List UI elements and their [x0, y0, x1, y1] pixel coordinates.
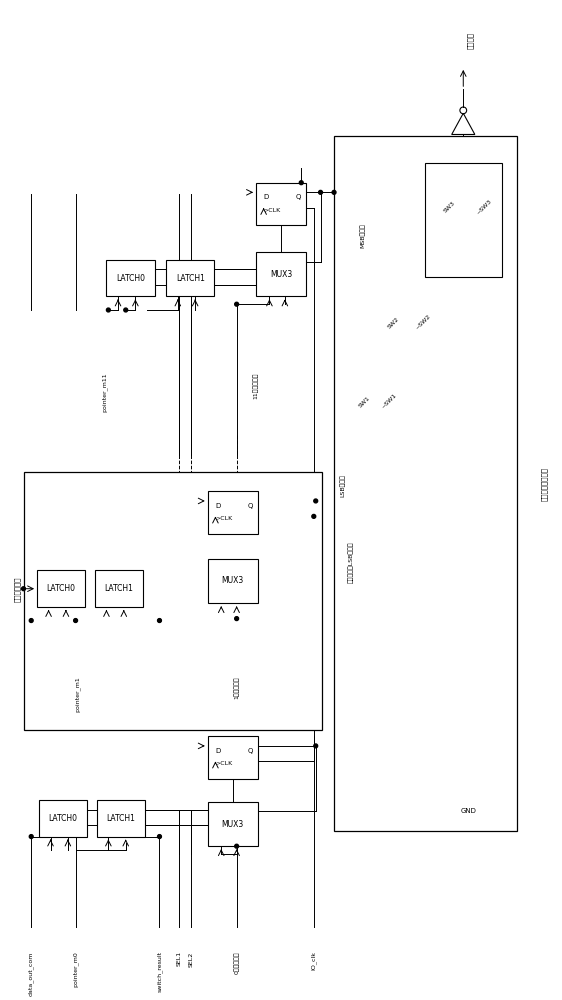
Text: ~SW1: ~SW1 — [380, 393, 397, 410]
Bar — [97, 800, 145, 837]
Text: switch_result: switch_result — [157, 951, 162, 992]
Text: pointer_m0: pointer_m0 — [72, 951, 79, 987]
Bar — [334, 136, 517, 831]
Text: LATCH0: LATCH0 — [47, 584, 76, 593]
Circle shape — [74, 619, 78, 622]
Text: ~SW2: ~SW2 — [414, 314, 432, 331]
Circle shape — [124, 308, 128, 312]
Bar — [208, 736, 258, 779]
Text: ~SW3: ~SW3 — [476, 198, 493, 215]
Circle shape — [235, 302, 238, 306]
Text: LSB输出端: LSB输出端 — [340, 474, 346, 497]
Text: Q: Q — [248, 503, 253, 509]
Circle shape — [314, 744, 318, 748]
Circle shape — [235, 844, 238, 848]
Bar — [256, 252, 306, 296]
Bar — [39, 800, 87, 837]
Circle shape — [300, 181, 303, 185]
Bar — [166, 260, 215, 296]
Bar — [37, 570, 85, 607]
Circle shape — [157, 619, 161, 622]
Text: LATCH1: LATCH1 — [176, 274, 205, 283]
Text: SW3: SW3 — [443, 200, 456, 214]
Bar — [24, 472, 323, 730]
Bar — [208, 559, 258, 603]
Text: D: D — [215, 748, 221, 754]
Text: Q: Q — [248, 748, 253, 754]
Circle shape — [332, 190, 336, 194]
Text: D: D — [264, 194, 269, 200]
Text: 0级比较结果: 0级比较结果 — [234, 951, 239, 974]
Circle shape — [29, 835, 33, 838]
Circle shape — [21, 587, 25, 591]
Circle shape — [235, 617, 238, 621]
Circle shape — [319, 190, 323, 194]
Circle shape — [106, 308, 110, 312]
Text: 级间重复单元: 级间重复单元 — [15, 577, 21, 602]
Text: SEL1: SEL1 — [176, 951, 182, 966]
Text: MUX3: MUX3 — [221, 576, 244, 585]
Text: SW2: SW2 — [387, 316, 401, 329]
Text: 结果输出: 结果输出 — [467, 32, 474, 49]
Circle shape — [314, 499, 318, 503]
Text: LATCH0: LATCH0 — [116, 274, 145, 283]
Text: SEL2: SEL2 — [189, 951, 194, 967]
Bar — [95, 570, 143, 607]
Text: MUX3: MUX3 — [221, 820, 244, 829]
Text: >CLK: >CLK — [264, 208, 281, 213]
Bar — [208, 802, 258, 846]
Bar — [425, 163, 502, 277]
Text: >CLK: >CLK — [215, 761, 233, 766]
Circle shape — [157, 835, 161, 838]
Text: Q: Q — [296, 194, 301, 200]
Text: 1级比较结果: 1级比较结果 — [234, 676, 239, 699]
Text: 数据输出通路选择: 数据输出通路选择 — [541, 467, 547, 501]
Text: LATCH1: LATCH1 — [106, 814, 135, 823]
Text: SW1: SW1 — [358, 395, 371, 408]
Bar — [256, 183, 306, 225]
Bar — [208, 491, 258, 534]
Bar — [106, 260, 155, 296]
Text: 11级比较结果: 11级比较结果 — [253, 373, 259, 399]
Text: D: D — [215, 503, 221, 509]
Text: data_out_com: data_out_com — [28, 951, 34, 996]
Text: >CLK: >CLK — [215, 516, 233, 521]
Text: pointer_m1: pointer_m1 — [75, 676, 80, 712]
Text: pointer_m11: pointer_m11 — [102, 373, 107, 412]
Circle shape — [312, 514, 316, 518]
Text: IO_clk: IO_clk — [311, 951, 316, 970]
Text: LATCH1: LATCH1 — [105, 584, 133, 593]
Text: 中间位数、LSB输出端: 中间位数、LSB输出端 — [348, 541, 354, 583]
Circle shape — [29, 619, 33, 622]
Text: MSB输出端: MSB输出端 — [360, 223, 366, 248]
Text: MUX3: MUX3 — [270, 270, 292, 279]
Text: LATCH0: LATCH0 — [48, 814, 78, 823]
Text: GND: GND — [461, 808, 477, 814]
